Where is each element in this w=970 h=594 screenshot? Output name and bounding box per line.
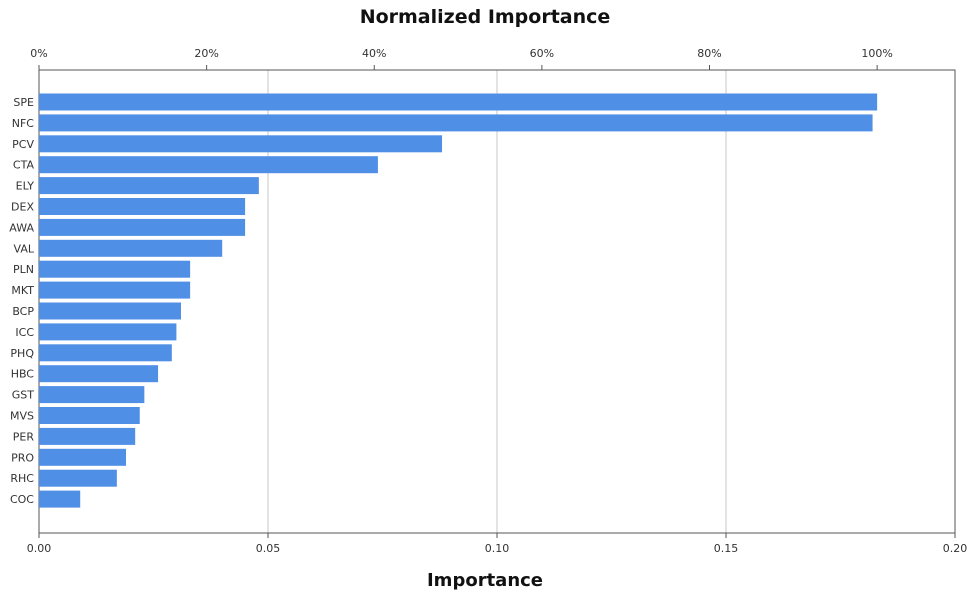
top-tick-label: 20% <box>194 47 218 60</box>
bar-spe <box>39 93 878 111</box>
category-label: NFC <box>12 117 35 130</box>
bar-awa <box>39 218 246 236</box>
bottom-tick-label: 0.20 <box>943 542 968 555</box>
top-tick-label: 80% <box>697 47 721 60</box>
category-label: MKT <box>11 284 34 297</box>
category-label: PRO <box>11 451 34 464</box>
bottom-tick-label: 0.15 <box>714 542 739 555</box>
category-label: VAL <box>14 242 35 255</box>
bar-pro <box>39 448 127 466</box>
category-label: GST <box>12 389 35 402</box>
bottom-tick-label: 0.00 <box>27 542 52 555</box>
bar-pcv <box>39 135 443 153</box>
x-axis-label: Importance <box>426 570 544 591</box>
bar-val <box>39 239 223 257</box>
bar-ely <box>39 177 259 195</box>
bottom-tick-label: 0.10 <box>485 542 510 555</box>
top-tick-label: 0% <box>30 47 47 60</box>
bar-bcp <box>39 302 181 320</box>
category-label: PHQ <box>10 347 34 360</box>
category-label: COC <box>10 493 34 506</box>
category-label: AWA <box>9 221 34 234</box>
bar-phq <box>39 344 172 362</box>
category-label: SPE <box>13 96 34 109</box>
bar-pln <box>39 260 191 278</box>
bar-nfc <box>39 114 873 132</box>
bar-gst <box>39 386 145 404</box>
category-label: HBC <box>11 368 35 381</box>
category-label: RHC <box>10 472 34 485</box>
category-label: MVS <box>10 410 34 423</box>
top-tick-label: 60% <box>530 47 554 60</box>
category-label: DEX <box>11 201 34 214</box>
bar-mvs <box>39 407 140 424</box>
top-tick-label: 40% <box>362 47 386 60</box>
bar-coc <box>39 490 81 508</box>
bar-per <box>39 427 136 445</box>
bar-dex <box>39 198 246 215</box>
category-label: ELY <box>16 180 35 193</box>
bar-icc <box>39 323 177 341</box>
top-tick-label: 100% <box>861 47 892 60</box>
category-label: CTA <box>13 159 35 172</box>
category-label: PLN <box>13 263 34 276</box>
bar-cta <box>39 156 378 174</box>
category-label: BCP <box>12 305 34 318</box>
category-label: ICC <box>15 326 34 339</box>
bar-hbc <box>39 365 159 383</box>
category-label: PCV <box>12 138 34 151</box>
bar-rhc <box>39 469 117 487</box>
category-label: PER <box>13 430 35 443</box>
bottom-tick-label: 0.05 <box>256 542 281 555</box>
bar-mkt <box>39 281 191 299</box>
chart-title: Normalized Importance <box>359 6 611 28</box>
